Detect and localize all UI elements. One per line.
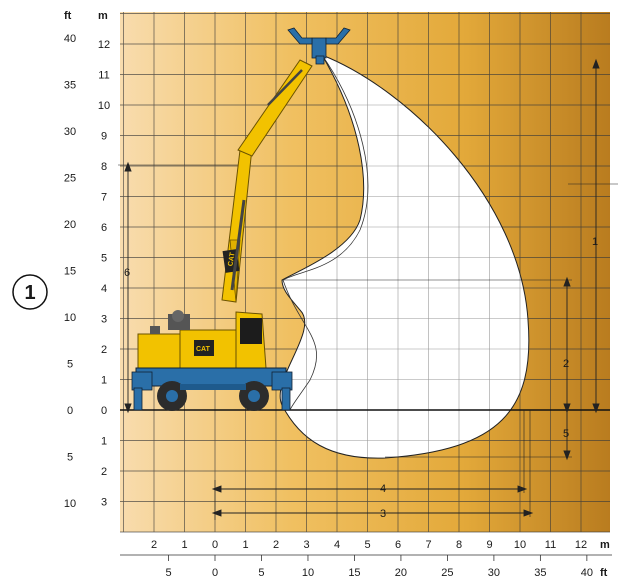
left-ft-tick-label: 40 [64,33,76,45]
left-m-tick-label: 1 [101,436,107,448]
bottom-ft-tick-label: 0 [212,567,218,579]
bottom-m-tick-label: 4 [334,539,340,551]
bottom-ft-tick-label: 40 [581,567,593,579]
bottom-ft-tick-label: 25 [441,567,453,579]
figure-badge: 1 [12,274,48,310]
bottom-ft-tick-label: 5 [165,567,171,579]
bottom-m-tick-label: 5 [364,539,370,551]
dim-label-3: 3 [380,508,386,520]
left-m-tick-label: 11 [98,70,109,82]
material-handler-machine: CAT CAT [131,27,351,411]
dimension-lines [118,58,618,520]
dim-label-2: 2 [563,358,569,370]
left-m-header: m [98,10,108,22]
left-ft-tick-label: 5 [67,359,73,371]
left-ft-tick-label: 25 [64,173,76,185]
body-decal [194,340,214,356]
lower-reach-arc [282,279,318,411]
bottom-m-tick-label: 11 [545,539,556,551]
left-ft-tick-labels: 40 35 30 25 20 15 10 5 0 5 10 [64,33,76,510]
undercarriage [135,367,287,387]
bottom-m-tick-label: 1 [181,539,187,551]
inner-reach-arc [282,54,369,281]
left-m-tick-label: 7 [101,192,107,204]
left-m-tick-label: 6 [101,222,107,234]
bottom-m-tick-label: 2 [273,539,279,551]
bottom-ft-header: ft [600,567,608,579]
left-m-tick-label: 9 [101,131,107,143]
bottom-m-tick-label: 2 [151,539,157,551]
bottom-ft-tick-labels: 5 0 5 10 15 20 25 30 35 40 [165,555,593,579]
left-m-tick-label: 4 [101,283,107,295]
bottom-m-tick-label: 8 [456,539,462,551]
left-ft-tick-label: 35 [64,80,76,92]
bottom-m-tick-label: 7 [425,539,431,551]
left-m-tick-label: 12 [98,39,110,51]
dim-label-1: 1 [592,236,598,248]
rear-wheels [239,381,269,411]
left-m-tick-label: 0 [101,405,107,417]
bottom-m-tick-label: 12 [575,539,587,551]
bottom-ft-tick-label: 15 [348,567,360,579]
bottom-m-tick-label: 9 [486,539,492,551]
left-ft-header: ft [64,10,72,22]
left-ft-tick-label: 5 [67,451,73,463]
left-m-tick-label: 2 [101,344,107,356]
dim-label-5: 5 [563,428,569,440]
left-m-tick-label: 10 [98,100,110,112]
bottom-m-tick-label: 6 [395,539,401,551]
left-ft-tick-label: 30 [64,126,76,138]
bottom-m-tick-label: 0 [212,539,218,551]
bottom-ft-tick-label: 5 [258,567,264,579]
left-ft-tick-label: 0 [67,405,73,417]
left-m-tick-label: 3 [101,314,107,326]
figure-badge-number: 1 [24,282,35,304]
bottom-ft-tick-label: 10 [302,567,314,579]
left-m-tick-label: 1 [101,375,107,387]
left-ft-tick-label: 10 [64,498,76,510]
bottom-m-tick-labels: 2 1 0 1 2 3 4 5 6 7 8 9 10 11 12 [151,539,587,551]
bottom-ft-tick-label: 35 [534,567,546,579]
left-m-tick-label: 2 [101,466,107,478]
front-wheels [157,381,187,411]
left-m-tick-label: 5 [101,253,107,265]
left-ft-tick-label: 10 [64,312,76,324]
body-brand: CAT [196,346,211,353]
left-ft-tick-label: 15 [64,266,76,278]
left-m-tick-label: 3 [101,497,107,509]
bottom-m-tick-label: 3 [303,539,309,551]
grapple [287,27,351,65]
boom-brand: CAT [227,251,236,267]
bottom-m-header: m [600,539,610,551]
left-m-tick-label: 8 [101,161,107,173]
bottom-ft-tick-label: 20 [395,567,407,579]
bottom-ft-tick-label: 30 [488,567,500,579]
stick [237,59,313,157]
left-ft-tick-label: 20 [64,219,76,231]
dim-label-6: 6 [124,267,130,279]
dim-label-4: 4 [380,483,386,495]
bottom-m-tick-label: 10 [514,539,526,551]
bottom-m-tick-label: 1 [242,539,248,551]
